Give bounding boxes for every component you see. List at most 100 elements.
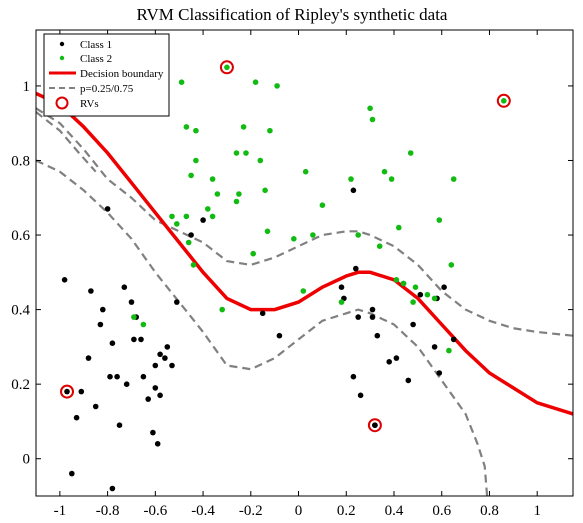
- x-tick-label: 0.8: [480, 503, 499, 519]
- class1-point: [61, 277, 68, 283]
- relevance-vector-ring: [367, 418, 382, 433]
- x-tick-label: -1: [54, 503, 67, 519]
- contour-left-line: [36, 111, 97, 173]
- class1-point: [276, 332, 283, 339]
- class1-point: [372, 422, 378, 429]
- class1-point: [436, 370, 443, 376]
- class2-point: [140, 321, 147, 328]
- class1-point: [174, 299, 180, 305]
- class2-point: [188, 172, 194, 179]
- y-tick-label: 0.8: [11, 153, 30, 169]
- y-tick-label: 0: [23, 452, 31, 468]
- class1-point: [145, 396, 151, 402]
- class2-point: [338, 299, 345, 305]
- x-tick-label: -0.8: [96, 503, 120, 519]
- class2-point: [267, 127, 273, 134]
- class2-point: [183, 124, 190, 130]
- class1-point: [109, 340, 116, 347]
- class1-point: [85, 355, 92, 361]
- class1-point: [450, 336, 457, 343]
- class1-point: [116, 422, 123, 429]
- class1-point: [350, 187, 357, 194]
- class1-point: [150, 429, 156, 436]
- class1-point: [109, 485, 116, 492]
- class1-point: [138, 336, 144, 343]
- class2-point: [400, 280, 407, 287]
- class1-point: [140, 373, 147, 380]
- contour-layer: [36, 107, 573, 496]
- class2-point: [410, 299, 416, 305]
- class2-point: [233, 198, 240, 205]
- class1-point: [154, 441, 161, 447]
- legend-boundary-label: Decision boundary: [80, 68, 164, 80]
- class1-point: [92, 403, 99, 410]
- relevance-vector-ring: [496, 93, 511, 108]
- class2-point: [436, 217, 443, 223]
- chart-title: RVM Classification of Ripley's synthetic…: [137, 5, 448, 24]
- class2-point: [348, 176, 354, 182]
- class2-point: [262, 187, 268, 194]
- class2-point: [174, 221, 180, 227]
- class1-point: [114, 373, 120, 380]
- class1-point: [374, 332, 381, 339]
- class1-point: [386, 359, 393, 365]
- class2-point: [446, 347, 452, 354]
- class2-point: [185, 239, 192, 246]
- class1-point: [353, 265, 359, 272]
- class2-point: [190, 262, 197, 268]
- y-tick-label: 1: [23, 79, 31, 95]
- class1-point: [78, 388, 85, 395]
- class2-point: [250, 250, 256, 257]
- class2-point: [424, 291, 431, 298]
- x-tick-label: -0.4: [191, 503, 215, 519]
- y-tick-label: 0.2: [11, 377, 30, 393]
- class2-point: [236, 191, 242, 197]
- class2-point: [257, 157, 264, 164]
- class2-point: [193, 157, 199, 164]
- class1-point: [121, 284, 128, 291]
- class1-point: [100, 306, 106, 313]
- class1-point: [73, 414, 80, 421]
- class2-point: [376, 243, 383, 249]
- class1-point: [157, 392, 163, 399]
- legend-rv-label: RVs: [80, 98, 99, 110]
- class2-point: [381, 168, 388, 175]
- points-layer: [61, 64, 507, 492]
- x-tick-label: 0.6: [432, 503, 451, 519]
- class2-point: [233, 150, 240, 156]
- class2-point: [367, 105, 373, 112]
- class2-point: [396, 224, 402, 231]
- legend-class1-marker: [59, 41, 65, 47]
- y-tick-label: 0.4: [11, 303, 30, 319]
- class1-point: [355, 314, 362, 320]
- x-tick-label: -0.2: [239, 503, 263, 519]
- legend-class1-label: Class 1: [80, 39, 112, 51]
- class2-point: [319, 202, 326, 208]
- class1-point: [164, 344, 171, 350]
- class1-point: [405, 377, 412, 384]
- legend-contour-label: p=0.25/0.75: [80, 83, 134, 95]
- class2-point: [214, 191, 221, 197]
- class2-point: [240, 124, 247, 130]
- class1-point: [338, 284, 345, 291]
- class1-point: [128, 299, 135, 305]
- x-tick-label: 0.4: [385, 503, 404, 519]
- class2-point: [355, 232, 362, 238]
- class1-point: [441, 284, 447, 291]
- class2-point: [205, 206, 211, 212]
- class1-point: [357, 392, 364, 399]
- boundary-layer: [36, 91, 573, 416]
- class2-point: [243, 150, 249, 156]
- class1-point: [97, 321, 104, 328]
- class2-point: [501, 98, 507, 104]
- class2-point: [431, 295, 438, 302]
- class1-point: [188, 232, 194, 238]
- class1-point: [169, 362, 175, 369]
- decision-boundary-line: [36, 91, 573, 416]
- x-tick-label: 0: [295, 503, 303, 519]
- x-tick-label: 0.2: [337, 503, 356, 519]
- class1-point: [123, 381, 130, 388]
- y-axis: 0 0.2 0.4 0.6 0.8 1: [11, 79, 573, 468]
- legend: Class 1 Class 2 Decision boundary p=0.25…: [43, 33, 170, 117]
